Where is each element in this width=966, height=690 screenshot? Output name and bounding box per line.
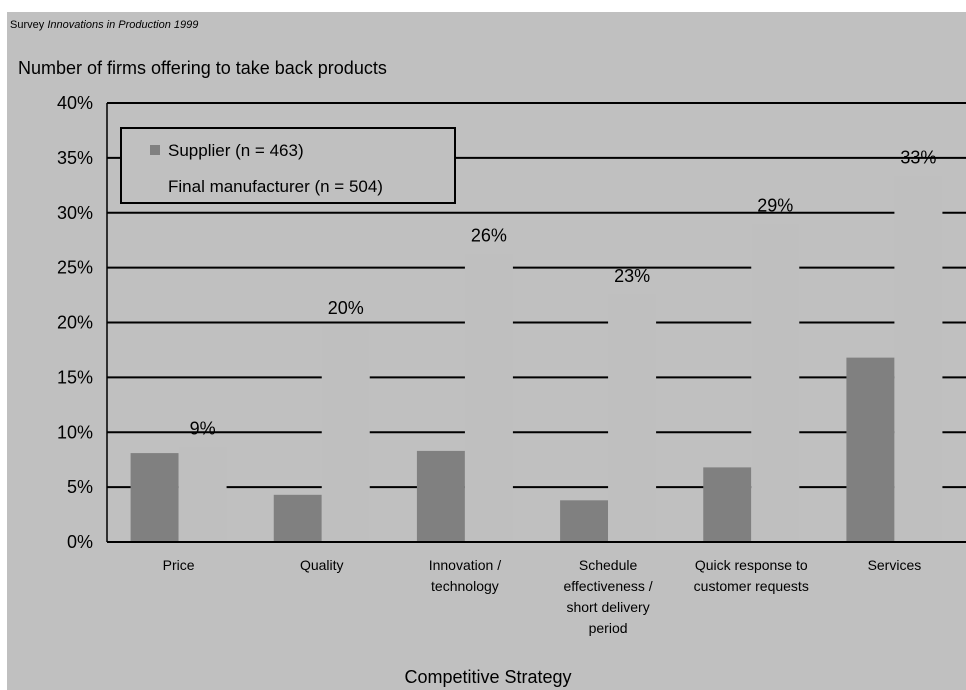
bar-supplier <box>560 500 609 542</box>
y-tick-label: 25% <box>57 258 93 278</box>
data-label: 20% <box>328 298 364 318</box>
x-tick-label: customer requests <box>694 578 809 594</box>
bar-supplier <box>416 450 465 542</box>
data-labels-group: 9% 20% 26% 23% 29% 33% <box>190 147 937 438</box>
data-label: 26% <box>471 225 507 245</box>
legend-label-supplier: Supplier (n = 463) <box>168 141 304 160</box>
y-tick-label: 0% <box>67 532 93 552</box>
y-tick-label: 20% <box>57 313 93 333</box>
bar-supplier <box>703 467 752 542</box>
legend-label-final-manufacturer: Final manufacturer (n = 504) <box>168 177 383 196</box>
y-tick-label: 5% <box>67 477 93 497</box>
bar-final-manufacturer <box>321 325 370 542</box>
data-label: 9% <box>190 419 216 439</box>
data-label: 33% <box>900 147 936 167</box>
bar-final-manufacturer <box>178 446 227 542</box>
source-note: Survey Innovations in Production 1999 <box>10 19 198 31</box>
y-tick-label: 30% <box>57 203 93 223</box>
y-tick-label: 10% <box>57 422 93 442</box>
legend-swatch-final-manufacturer <box>150 180 160 190</box>
y-axis-title: Number of firms offering to take back pr… <box>18 58 387 78</box>
legend: Supplier (n = 463) Final manufacturer (n… <box>120 127 456 204</box>
bar-final-manufacturer <box>608 293 657 542</box>
bar-supplier <box>273 494 322 542</box>
x-tick-label: short delivery <box>566 599 649 615</box>
bar-final-manufacturer <box>751 223 800 542</box>
data-label: 29% <box>757 196 793 216</box>
gridlines: 0% 5% 10% 15% 20% 25% 30% 35% 40% <box>57 93 966 552</box>
x-tick-label: Services <box>868 557 922 573</box>
bar-final-manufacturer <box>894 175 943 542</box>
y-tick-label: 35% <box>57 148 93 168</box>
x-tick-label: Innovation / <box>429 557 501 573</box>
source-prefix: Survey <box>10 19 45 31</box>
x-tick-label: Quality <box>300 557 344 573</box>
axes-group: Price Quality Innovation / technology Schedu… <box>106 103 966 636</box>
source-title: Innovations in Production 1999 <box>47 19 198 31</box>
x-tick-label: Schedule <box>579 557 638 573</box>
bars-group <box>130 175 943 543</box>
y-tick-label: 15% <box>57 367 93 387</box>
data-label: 23% <box>614 266 650 286</box>
y-tick-label: 40% <box>57 93 93 113</box>
x-tick-label: effectiveness / <box>563 578 652 594</box>
x-tick-label: Quick response to <box>695 557 808 573</box>
legend-box <box>120 127 456 204</box>
x-axis-title: Competitive Strategy <box>404 667 571 687</box>
bar-supplier <box>846 357 895 542</box>
bar-supplier <box>130 453 179 542</box>
x-tick-label: period <box>589 620 628 636</box>
x-tick-label: technology <box>431 578 499 594</box>
legend-swatch-supplier <box>150 145 160 155</box>
bar-final-manufacturer <box>464 253 513 543</box>
x-tick-label: Price <box>163 557 195 573</box>
